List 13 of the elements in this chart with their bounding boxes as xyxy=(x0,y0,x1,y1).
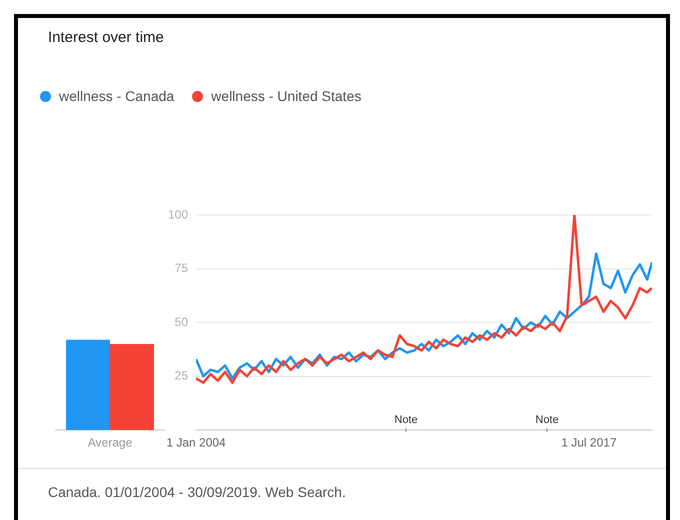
text: Canada. 01/01/2004 - 30/09/2019. Web Search. xyxy=(48,484,346,500)
y-tick-label: 75 xyxy=(174,261,188,276)
chart-title: Interest over time xyxy=(48,29,164,46)
annotation: Note xyxy=(394,414,418,426)
legend-label: wellness - Canada xyxy=(58,88,174,104)
x-tick-label: 1 Jul 2017 xyxy=(561,436,617,450)
x-tick-label: 1 Jan 2004 xyxy=(166,436,226,450)
y-tick-label: 25 xyxy=(174,368,188,383)
y-tick-label: 100 xyxy=(168,207,188,222)
x-tick-label: Average xyxy=(88,436,133,450)
annotation: Note xyxy=(535,414,559,426)
y-tick-label: 50 xyxy=(174,314,188,329)
legend-label: wellness - United States xyxy=(210,88,362,104)
